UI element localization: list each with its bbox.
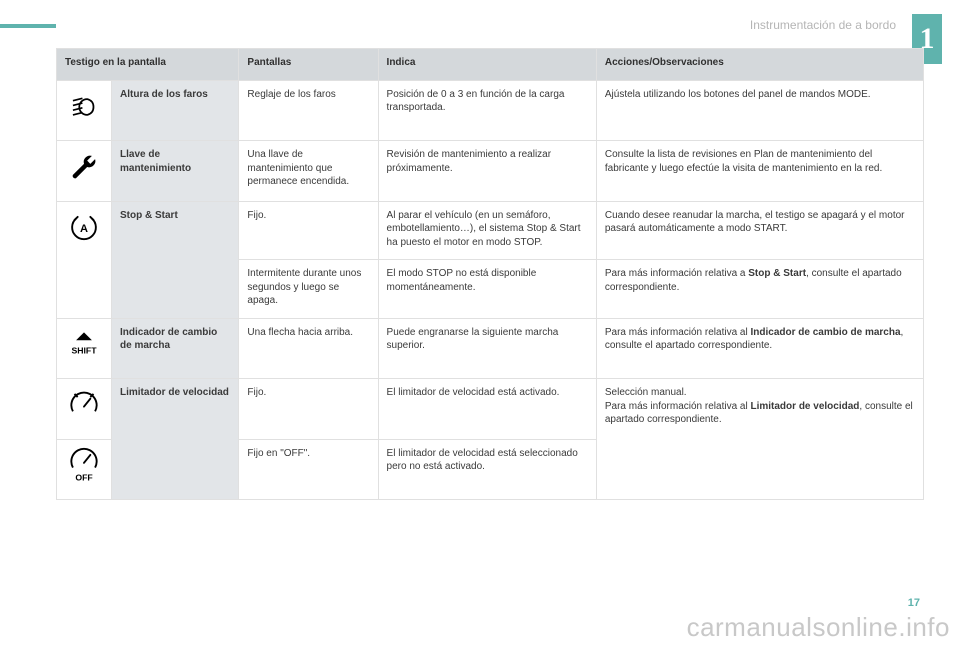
col-header-pantallas: Pantallas: [239, 49, 378, 81]
text-bold: Stop & Start: [748, 268, 806, 279]
text-pre: Para más información relativa al: [605, 327, 751, 338]
row-screen: Reglaje de los faros: [239, 80, 378, 141]
table-row: SHIFT Indicador de cambio de marcha Una …: [57, 318, 924, 379]
row-indicates: El limitador de velocidad está seleccion…: [378, 439, 596, 500]
page-number: 17: [908, 597, 920, 609]
row-indicates: El modo STOP no está disponible momentán…: [378, 260, 596, 319]
row-screen: Fijo.: [239, 201, 378, 260]
row-screen: Intermitente durante unos segundos y lue…: [239, 260, 378, 319]
text-pre: Para más información relativa a: [605, 268, 748, 279]
table-row: Llave de mantenimiento Una llave de mant…: [57, 141, 924, 202]
row-screen: Una llave de mantenimiento que permanece…: [239, 141, 378, 202]
row-name: Limitador de velocidad: [112, 379, 239, 500]
row-screen: Fijo.: [239, 379, 378, 440]
row-actions: Consulte la lista de revisiones en Plan …: [596, 141, 923, 202]
row-actions: Ajústela utilizando los botones del pane…: [596, 80, 923, 141]
text-bold: Limitador de velocidad: [750, 401, 859, 412]
table-row: Altura de los faros Reglaje de los faros…: [57, 80, 924, 141]
svg-text:A: A: [80, 222, 88, 234]
col-header-acciones: Acciones/Observaciones: [596, 49, 923, 81]
col-header-testigo: Testigo en la pantalla: [57, 49, 239, 81]
row-indicates: Al parar el vehículo (en un semáforo, em…: [378, 201, 596, 260]
stop-start-icon: A: [57, 201, 112, 318]
row-indicates: Revisión de mantenimiento a realizar pró…: [378, 141, 596, 202]
row-indicates: Puede engranarse la siguiente marcha sup…: [378, 318, 596, 379]
section-title: Instrumentación de a bordo: [750, 18, 896, 32]
text-bold: Indicador de cambio de marcha: [750, 327, 900, 338]
row-actions: Para más información relativa al Indicad…: [596, 318, 923, 379]
row-indicates: Posición de 0 a 3 en función de la carga…: [378, 80, 596, 141]
watermark: carmanualsonline.info: [687, 612, 950, 643]
table-row: Limitador de velocidad Fijo. El limitado…: [57, 379, 924, 440]
row-actions: Para más información relativa a Stop & S…: [596, 260, 923, 319]
svg-text:SHIFT: SHIFT: [71, 345, 97, 355]
table-header-row: Testigo en la pantalla Pantallas Indica …: [57, 49, 924, 81]
speed-limiter-on-icon: [57, 379, 112, 440]
speed-limiter-off-icon: OFF: [57, 439, 112, 500]
row-indicates: El limitador de velocidad está activado.: [378, 379, 596, 440]
row-name: Llave de mantenimiento: [112, 141, 239, 202]
gear-shift-indicator-icon: SHIFT: [57, 318, 112, 379]
indicators-table: Testigo en la pantalla Pantallas Indica …: [56, 48, 924, 500]
row-screen: Una flecha hacia arriba.: [239, 318, 378, 379]
table-row: A Stop & Start Fijo. Al parar el vehícul…: [57, 201, 924, 260]
maintenance-wrench-icon: [57, 141, 112, 202]
row-name: Indicador de cambio de marcha: [112, 318, 239, 379]
svg-text:OFF: OFF: [75, 472, 92, 482]
text-line1: Selección manual.: [605, 387, 687, 398]
text-pre: Para más información relativa al: [605, 401, 751, 412]
row-name: Altura de los faros: [112, 80, 239, 141]
row-screen: Fijo en "OFF".: [239, 439, 378, 500]
page-accent-bar: [0, 24, 56, 28]
row-name: Stop & Start: [112, 201, 239, 318]
row-actions: Cuando desee reanudar la marcha, el test…: [596, 201, 923, 260]
headlamp-level-icon: [57, 80, 112, 141]
row-actions: Selección manual. Para más información r…: [596, 379, 923, 500]
col-header-indica: Indica: [378, 49, 596, 81]
